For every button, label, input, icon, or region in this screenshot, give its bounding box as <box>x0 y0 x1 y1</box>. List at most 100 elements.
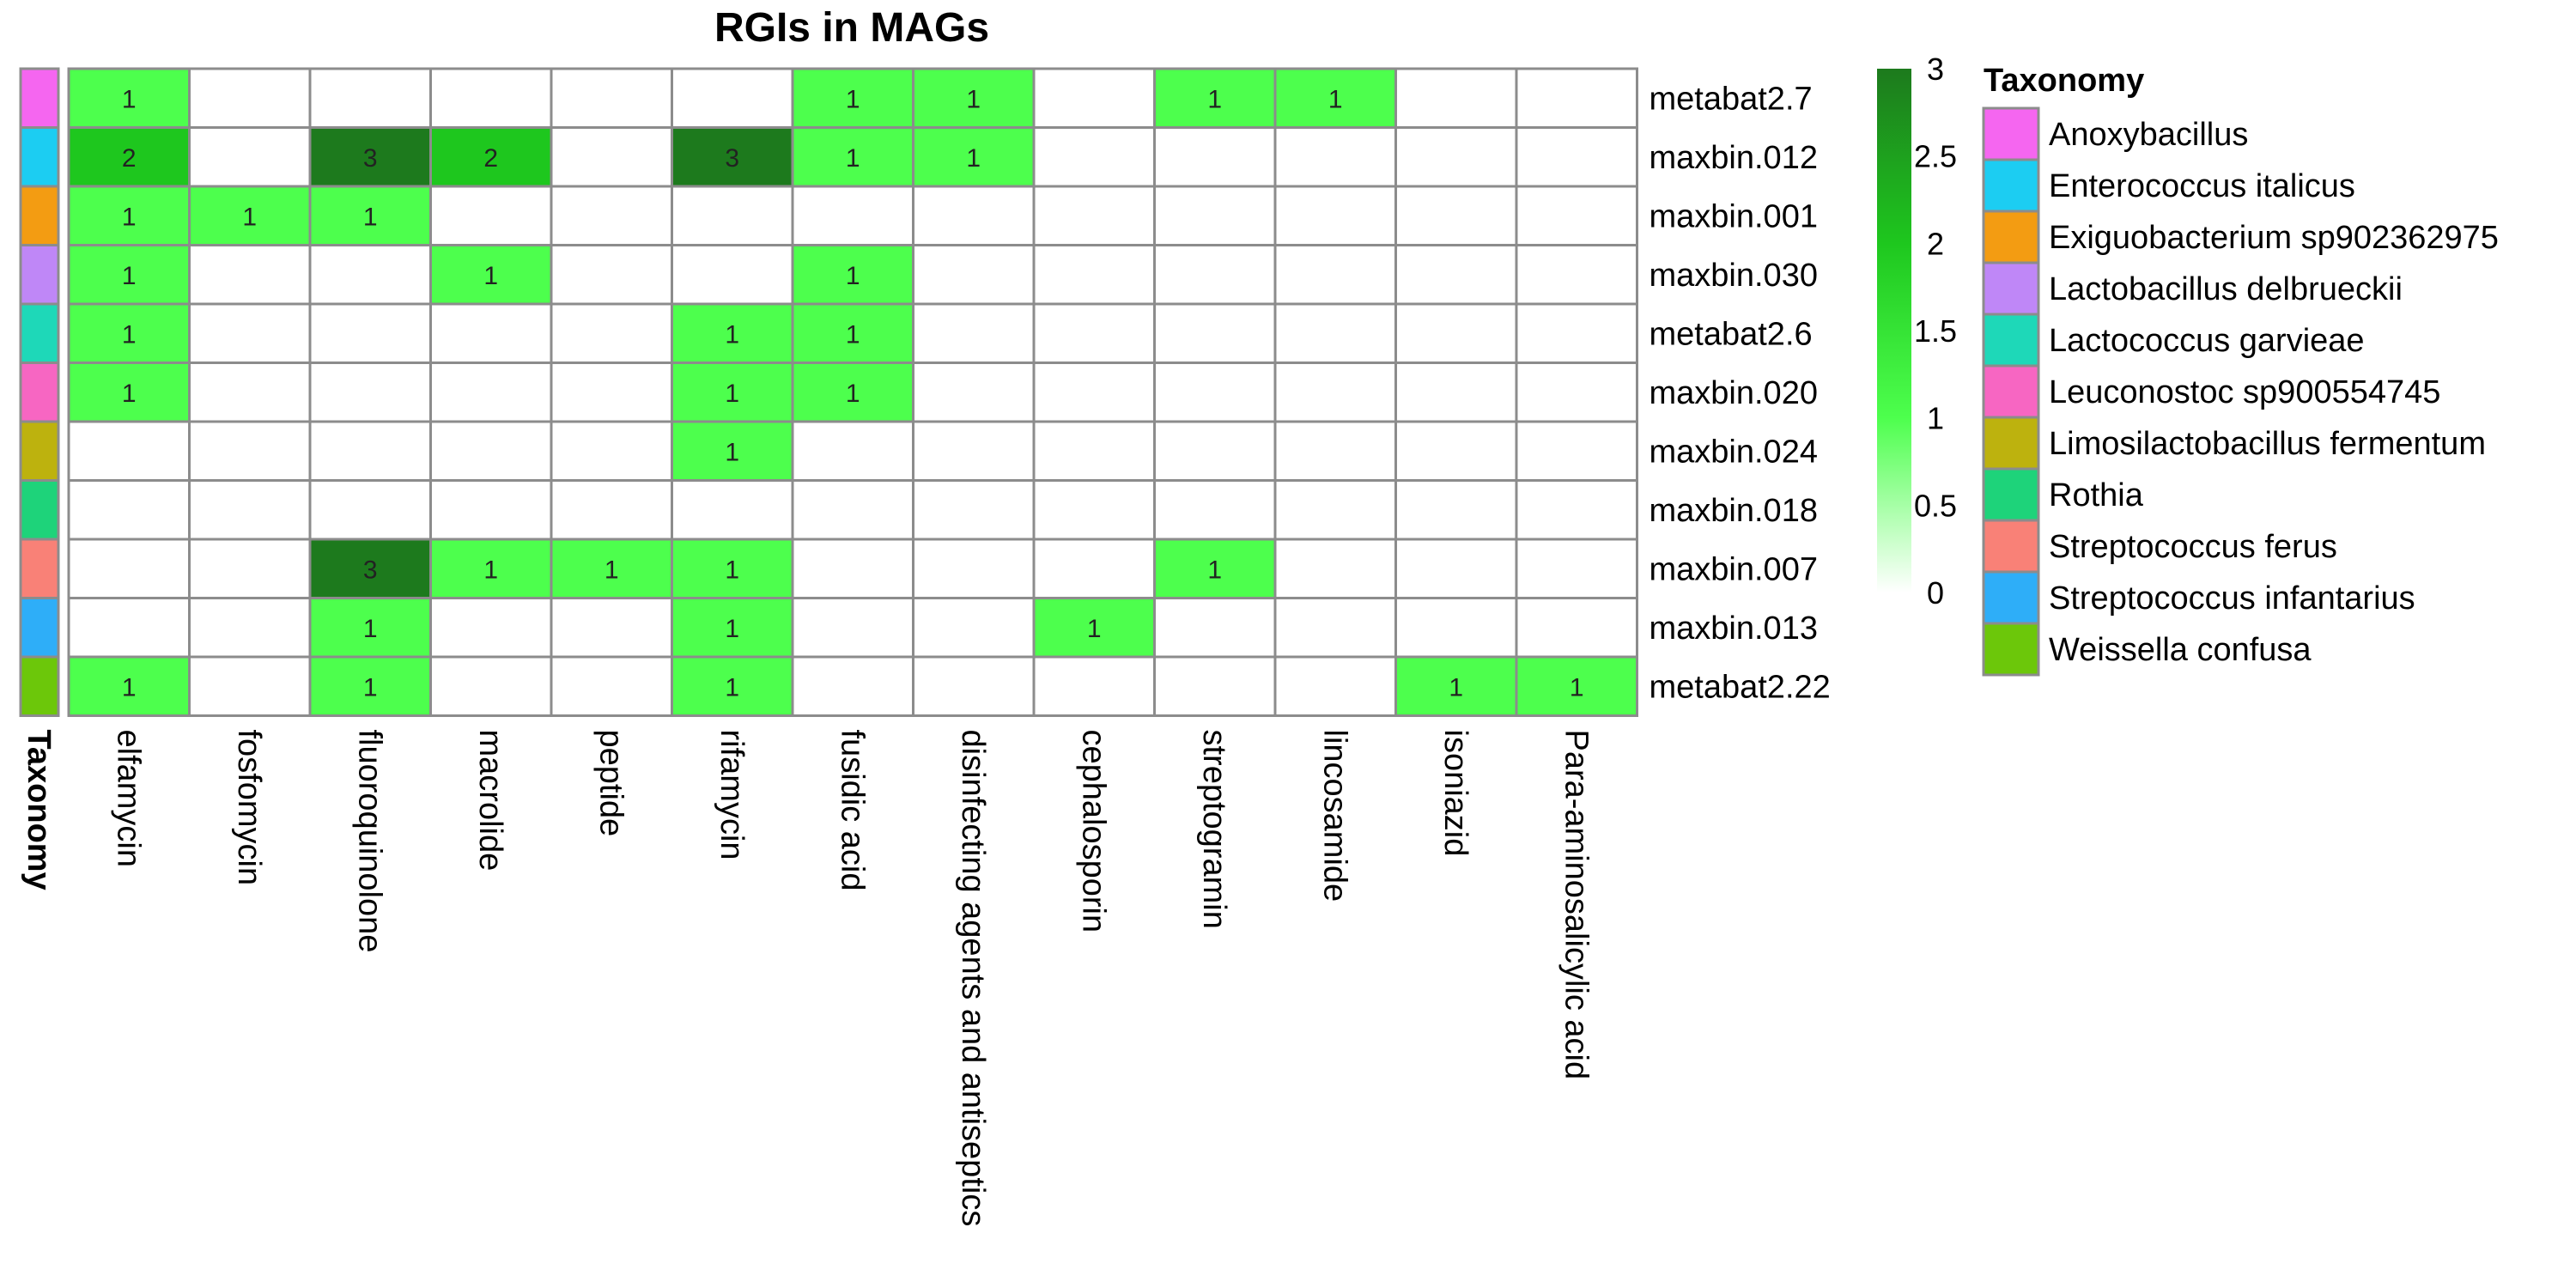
heatmap-cell <box>1153 420 1277 482</box>
cell-value-label: 1 <box>725 320 739 349</box>
cell-maxbin-007-isoniazid <box>1394 538 1518 599</box>
cell-maxbin-020-peptide <box>550 361 673 423</box>
heatmap-cell <box>1394 302 1518 364</box>
cell-maxbin-001-rifamycin <box>671 185 794 246</box>
cell-value-label: 1 <box>1207 85 1222 113</box>
legend-entry: Rothia <box>1982 467 2144 522</box>
cell-metabat2-7-fosfomycin <box>188 67 312 129</box>
cell-maxbin-012-elfamycin <box>67 126 191 188</box>
heatmap-cell: 1 <box>1394 655 1518 717</box>
cell-maxbin-001-macrolide <box>429 185 553 246</box>
cell-value-label: 1 <box>242 203 257 231</box>
legend-swatch <box>1982 467 2040 522</box>
heatmap-cell <box>308 361 432 423</box>
cell-value-label: 1 <box>122 320 137 349</box>
cell-maxbin-013-elfamycin <box>67 597 191 659</box>
heatmap-cell: 1 <box>550 538 673 599</box>
column-label: isoniazid <box>1437 730 1473 857</box>
row-label: maxbin.001 <box>1649 198 1818 234</box>
color-scale-tick: 2 <box>1927 226 1944 261</box>
legend-label: Leuconostoc sp900554745 <box>2049 374 2440 410</box>
legend-swatch <box>1982 313 2040 368</box>
heatmap-cell: 1 <box>791 244 914 306</box>
cell-value-label: 1 <box>846 85 860 113</box>
color-scale-tick: 1 <box>1927 401 1944 436</box>
heatmap-cell <box>1032 67 1156 129</box>
heatmap-cell <box>1394 538 1518 599</box>
cell-maxbin-024-streptogramin <box>1153 420 1277 482</box>
heatmap-cell <box>1273 479 1397 541</box>
color-scale-bar <box>1877 69 1911 592</box>
cell-maxbin-012-macrolide <box>429 126 553 188</box>
cell-maxbin-030-rifamycin <box>671 244 794 306</box>
heatmap-cell <box>1273 185 1397 246</box>
cell-metabat2-7-peptide <box>550 67 673 129</box>
annotation-cell-rothia <box>19 479 60 541</box>
heatmap-cell <box>912 538 1036 599</box>
cell-maxbin-020-isoniazid <box>1394 361 1518 423</box>
heatmap-cell <box>1273 361 1397 423</box>
cell-value-label: 1 <box>1207 556 1222 584</box>
legend-label: Streptococcus ferus <box>2049 529 2337 565</box>
cell-maxbin-024-fosfomycin <box>188 420 312 482</box>
heatmap-cell: 1 <box>912 67 1036 129</box>
heatmap-cell <box>1273 420 1397 482</box>
column-label: fosfomycin <box>231 730 267 886</box>
heatmap-cell <box>1273 302 1397 364</box>
legend-label: Lactococcus garvieae <box>2049 323 2365 359</box>
cell-maxbin-024-macrolide <box>429 420 553 482</box>
legend-entry: Leuconostoc sp900554745 <box>1982 364 2440 419</box>
heatmap-cell <box>1515 361 1638 423</box>
heatmap-cell <box>912 302 1036 364</box>
heatmap-cell <box>912 655 1036 717</box>
heatmap-cell: 1 <box>429 538 553 599</box>
cell-maxbin-024-elfamycin <box>67 420 191 482</box>
cell-maxbin-020-cephalosporin <box>1032 361 1156 423</box>
cell-value-label: 1 <box>725 615 739 643</box>
cell-metabat2-22-cephalosporin <box>1032 655 1156 717</box>
cell-value-label: 1 <box>846 262 860 290</box>
heatmap-cell <box>429 185 553 246</box>
legend-title: Taxonomy <box>1984 63 2144 99</box>
heatmap-cell <box>429 655 553 717</box>
cell-maxbin-018-macrolide <box>429 479 553 541</box>
annotation-cell-leuconostoc-sp900554745 <box>19 361 60 423</box>
heatmap-cell <box>550 67 673 129</box>
legend-label: Rothia <box>2049 477 2144 513</box>
cell-maxbin-024-para-aminosalicylic-acid <box>1515 420 1638 482</box>
cell-maxbin-018-rifamycin <box>671 479 794 541</box>
heatmap-cell <box>1273 597 1397 659</box>
heatmap-cell <box>791 185 914 246</box>
cell-metabat2-22-disinfecting-agents-and-antiseptics <box>912 655 1036 717</box>
cell-maxbin-020-fosfomycin <box>188 361 312 423</box>
cell-maxbin-013-para-aminosalicylic-acid <box>1515 597 1638 659</box>
heatmap-cell <box>188 597 312 659</box>
heatmap-cell: 1 <box>1273 67 1397 129</box>
heatmap-cell: 1 <box>67 302 191 364</box>
cell-maxbin-007-fusidic-acid <box>791 538 914 599</box>
heatmap-cell <box>1394 597 1518 659</box>
annotation-cell-streptococcus-ferus <box>19 538 60 599</box>
heatmap-cell <box>429 67 553 129</box>
cell-value-label: 1 <box>846 320 860 349</box>
color-scale-tick: 2.5 <box>1914 139 1957 174</box>
heatmap-cell <box>308 302 432 364</box>
heatmap-cell <box>429 479 553 541</box>
cell-maxbin-018-fluoroquinolone <box>308 479 432 541</box>
legend-label: Limosilactobacillus fermentum <box>2049 426 2486 462</box>
column-labels: elfamycin fosfomycin fluoroquinolone macrol… <box>110 730 1594 1227</box>
heatmap-cell <box>67 538 191 599</box>
heatmap-cell <box>1394 67 1518 129</box>
heatmap-cell <box>550 597 673 659</box>
heatmap-cell <box>1515 126 1638 188</box>
heatmap-cell <box>1273 655 1397 717</box>
cell-maxbin-018-disinfecting-agents-and-antiseptics <box>912 479 1036 541</box>
heatmap-cell <box>188 126 312 188</box>
cell-metabat2-22-fusidic-acid <box>791 655 914 717</box>
heatmap-cell <box>671 479 794 541</box>
cell-metabat2-6-isoniazid <box>1394 302 1518 364</box>
cell-maxbin-020-macrolide <box>429 361 553 423</box>
cell-value-label: 1 <box>363 203 378 231</box>
legend-label: Anoxybacillus <box>2049 117 2248 153</box>
